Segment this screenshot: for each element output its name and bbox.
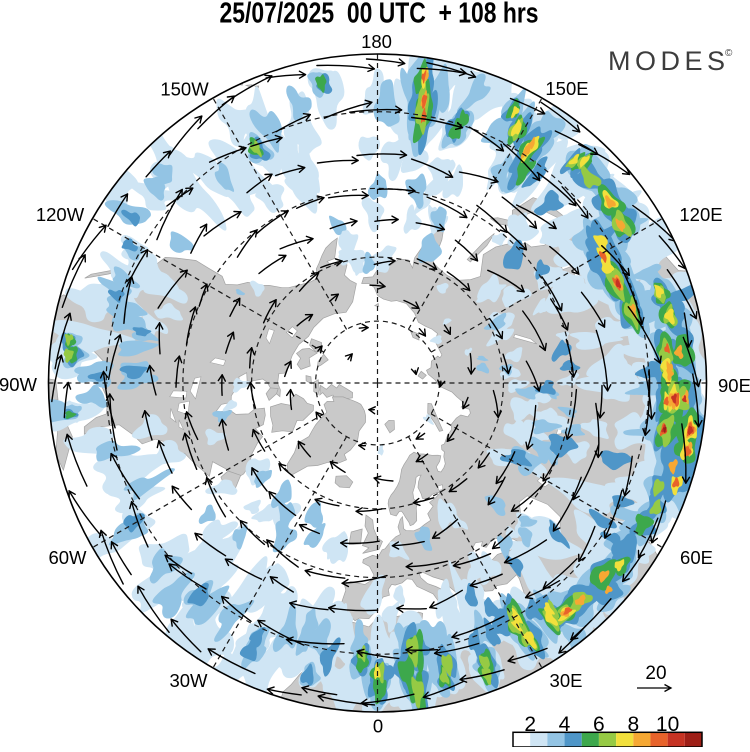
svg-text:180: 180 xyxy=(361,31,392,52)
svg-text:©: © xyxy=(725,48,733,59)
svg-text:0: 0 xyxy=(373,716,383,737)
svg-text:6: 6 xyxy=(593,713,605,736)
svg-text:4: 4 xyxy=(559,713,571,736)
svg-text:150W: 150W xyxy=(160,79,209,100)
svg-text:25/07/2025 00 UTC + 108 hrs: 25/07/2025 00 UTC + 108 hrs xyxy=(220,0,539,30)
svg-text:90E: 90E xyxy=(718,375,750,396)
svg-text:60E: 60E xyxy=(680,547,713,568)
svg-text:90W: 90W xyxy=(0,374,38,395)
svg-text:30E: 30E xyxy=(550,670,583,691)
svg-text:MODES: MODES xyxy=(608,46,730,76)
svg-text:10: 10 xyxy=(656,713,679,736)
svg-text:120E: 120E xyxy=(679,204,722,225)
svg-text:150E: 150E xyxy=(545,78,588,99)
svg-text:2: 2 xyxy=(524,713,536,736)
svg-text:8: 8 xyxy=(627,713,639,736)
svg-text:60W: 60W xyxy=(48,547,87,568)
svg-text:20: 20 xyxy=(645,663,666,684)
svg-text:30W: 30W xyxy=(169,670,208,691)
svg-text:120W: 120W xyxy=(36,204,85,225)
